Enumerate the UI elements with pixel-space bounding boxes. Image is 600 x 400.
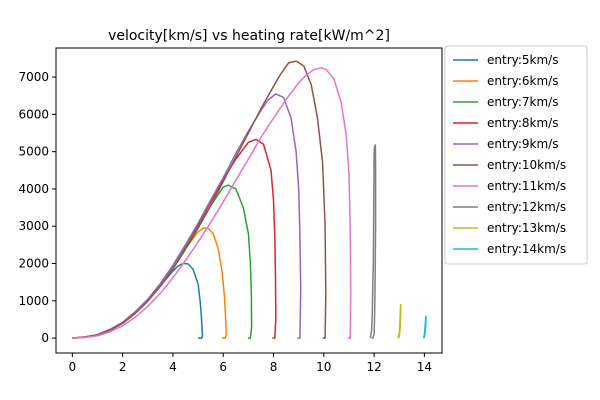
- y-tick-label: 0: [41, 331, 49, 345]
- legend-label-9: entry:13km/s: [487, 221, 566, 235]
- x-tick-label: 6: [219, 360, 227, 374]
- legend-label-5: entry:9km/s: [487, 137, 558, 151]
- series-layer: [72, 60, 427, 339]
- x-tick-label: 0: [69, 360, 77, 374]
- series-line-1: [72, 262, 204, 339]
- legend-label-4: entry:8km/s: [487, 116, 558, 130]
- x-tick-label: 10: [316, 360, 331, 374]
- legend-label-8: entry:12km/s: [487, 200, 566, 214]
- series-line-9: [397, 303, 402, 339]
- series-line-5: [72, 93, 302, 339]
- series-line-8: [369, 144, 377, 339]
- y-axis: 0 1000 2000 3000 4000 5000 6000 7000: [18, 70, 56, 345]
- series-line-3: [72, 184, 253, 339]
- x-tick-label: 2: [119, 360, 127, 374]
- y-tick-label: 5000: [18, 145, 49, 159]
- legend-label-1: entry:5km/s: [487, 53, 558, 67]
- x-axis: 0 2 4 6 8 10 12 14: [69, 353, 432, 374]
- x-tick-label: 8: [270, 360, 278, 374]
- series-line-7: [72, 67, 352, 339]
- series-line-10: [422, 315, 427, 339]
- legend-box: [444, 45, 588, 265]
- y-tick-label: 3000: [18, 219, 49, 233]
- x-tick-label: 12: [366, 360, 381, 374]
- legend-label-7: entry:11km/s: [487, 179, 566, 193]
- chart-title: velocity[km/s] vs heating rate[kW/m^2]: [108, 28, 390, 44]
- y-tick-label: 4000: [18, 182, 49, 196]
- legend-label-6: entry:10km/s: [487, 158, 566, 172]
- series-line-2: [72, 227, 227, 339]
- y-tick-label: 6000: [18, 107, 49, 121]
- y-tick-label: 7000: [18, 70, 49, 84]
- y-tick-label: 1000: [18, 294, 49, 308]
- legend-label-10: entry:14km/s: [487, 242, 566, 256]
- x-tick-label: 4: [169, 360, 177, 374]
- series-line-4: [72, 138, 277, 339]
- series-line-6: [72, 60, 327, 339]
- y-tick-label: 2000: [18, 257, 49, 271]
- x-tick-label: 14: [417, 360, 432, 374]
- legend-label-2: entry:6km/s: [487, 74, 558, 88]
- legend-label-3: entry:7km/s: [487, 95, 558, 109]
- legend: entry:5km/s entry:6km/s entry:7km/s entry:8…: [444, 45, 588, 265]
- plot-frame: [55, 47, 443, 354]
